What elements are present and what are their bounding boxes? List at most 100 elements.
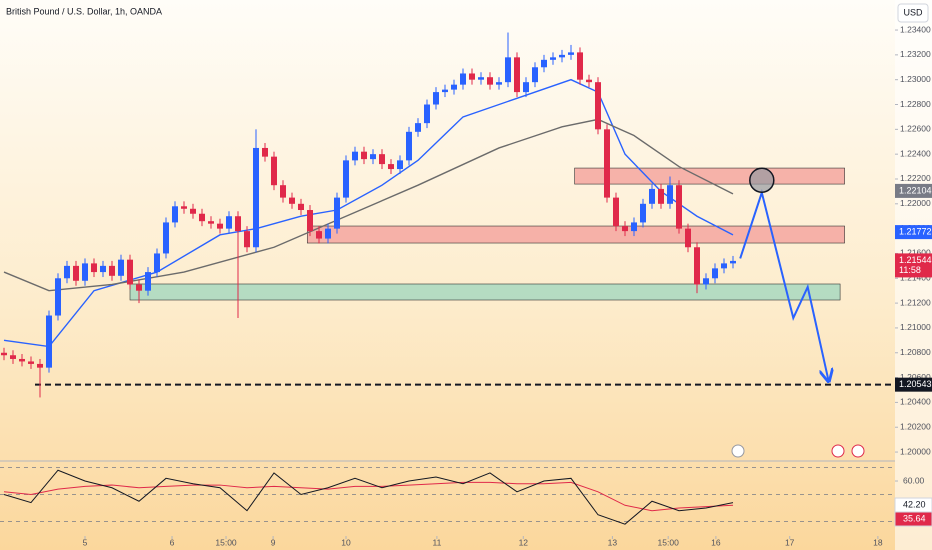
y-tick-label: 1.23000 [900,74,931,84]
candle-body [324,228,331,239]
candle-body [603,129,610,198]
y-tick-label: 1.20600 [900,372,931,382]
candle-body [234,216,241,232]
candle-body [0,352,7,356]
rsi-label: 42.20 [903,499,926,509]
event-icon[interactable] [831,444,845,458]
y-tick-label: 1.20400 [900,397,931,407]
candle-body [351,151,358,161]
candle-body [693,247,700,285]
candle-body [81,263,88,281]
projection-path [739,189,828,380]
candle-body [198,213,205,222]
candle-body [135,284,142,291]
candle-body [486,77,493,85]
candle-body [216,223,223,229]
candle-body [45,315,52,368]
candle-body [495,82,502,85]
event-icon[interactable] [851,444,865,458]
candle-body [675,185,682,229]
candle-body [252,147,259,248]
candle-body [567,52,574,55]
candle-body [414,123,421,132]
candle-body [711,268,718,279]
price-label: 1.20543 [899,379,932,389]
price-label-box [895,225,932,240]
x-tick-label: 13 [608,537,618,547]
x-tick-label: 10 [341,537,351,547]
y-tick-label: 1.20200 [900,421,931,431]
candle-body [270,156,277,186]
candle-body [405,131,412,161]
candle-body [333,197,340,229]
candle-body [360,151,367,160]
candle-body [243,231,250,248]
y-tick-label: 1.20000 [900,446,931,456]
x-tick-label: 6 [170,537,175,547]
candle-body [378,154,385,165]
x-tick-label: 5 [83,537,88,547]
currency-button[interactable] [897,3,929,23]
candle-body [459,73,466,85]
candle-body [531,67,538,83]
y-tick-label: 1.22800 [900,99,931,109]
x-tick-label: 12 [519,537,529,547]
candle-body [90,263,97,273]
candle-body [441,89,448,93]
x-tick-label: 15:00 [215,537,237,547]
event-icons [731,444,865,458]
candle-body [297,203,304,211]
candle-body [162,222,169,254]
price-label-box [895,253,932,278]
y-tick-label: 1.22600 [900,124,931,134]
candle-body [594,82,601,130]
candle-body [144,272,151,291]
candle-body [684,228,691,248]
candle-body [27,361,34,364]
candle-body [585,79,592,83]
candle-body [396,160,403,170]
candle-body [63,265,70,279]
x-tick-label: 9 [271,537,276,547]
rsi-line [3,469,734,525]
candle-body [648,188,655,204]
candle-body [522,82,529,93]
candle-body [279,185,286,198]
candle-body [639,203,646,223]
candle-body [468,73,475,80]
y-tick-label: 1.22400 [900,148,931,158]
rsi-label: 35.64 [903,513,926,523]
candle-body [450,84,457,90]
price-label: 1.21772 [899,226,932,236]
candle-body [288,197,295,204]
candle-body [387,164,394,170]
candle-body [657,188,664,204]
price-label-box [895,183,932,198]
candle-body [180,206,187,209]
y-tick-label: 1.21200 [900,297,931,307]
candle-body [306,210,313,232]
zone [129,283,841,301]
y-tick-label: 1.23200 [900,49,931,59]
candle-body [342,160,349,198]
rsi-ma-line [3,481,734,512]
candle-body [225,216,232,229]
candle-body [477,77,484,80]
x-tick-label: 16 [711,537,721,547]
candle-body [666,185,673,204]
candle-body [54,278,61,316]
rsi-label-box [894,511,932,527]
zone [306,225,845,244]
candle-body [720,263,727,269]
candle-body [621,226,628,232]
currency[interactable]: USD [903,7,923,17]
candle-body [576,52,583,80]
event-icon[interactable] [731,444,745,458]
target-circle [749,167,775,193]
candle-body [315,231,322,239]
y-tick-label: 1.21000 [900,322,931,332]
candle-body [207,221,214,224]
candle-body [126,259,133,285]
candle-body [504,57,511,83]
